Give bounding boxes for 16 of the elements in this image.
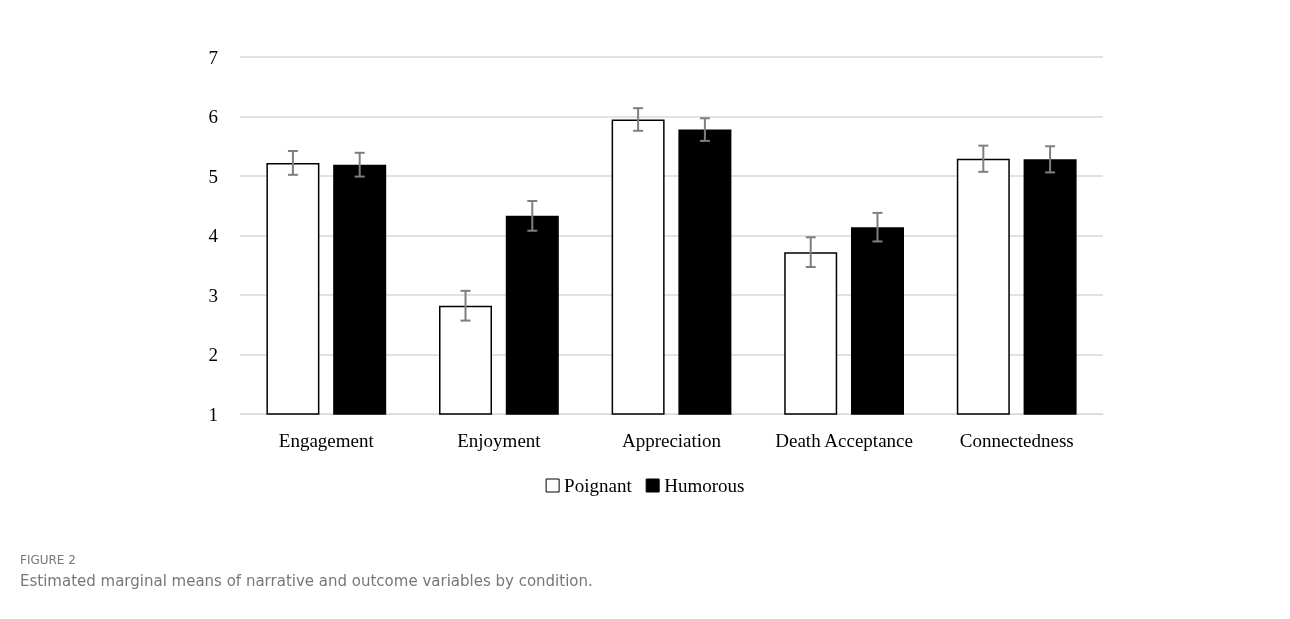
y-tick-label: 3 — [208, 284, 218, 306]
x-tick-label: Connectedness — [959, 429, 1074, 451]
legend-label: Poignant — [564, 475, 633, 496]
x-tick-label: Death Acceptance — [775, 429, 913, 451]
y-tick-label: 6 — [208, 106, 218, 127]
caption: FIGURE 2 — [20, 553, 76, 567]
y-tick-label: 7 — [208, 46, 218, 68]
y-tick-label: 4 — [208, 225, 219, 246]
x-tick-label: Appreciation — [621, 429, 722, 451]
y-tick-label: 2 — [208, 344, 218, 365]
y-tick-label: 5 — [208, 165, 218, 187]
legend-label: Humorous — [664, 475, 745, 496]
text: Estimated marginal means of narrative and outcome variables by condition. — [20, 572, 593, 590]
y-tick-label: 1 — [208, 403, 218, 425]
x-tick-label: Enjoyment — [457, 429, 542, 451]
x-tick-label: Engagement — [278, 429, 375, 451]
